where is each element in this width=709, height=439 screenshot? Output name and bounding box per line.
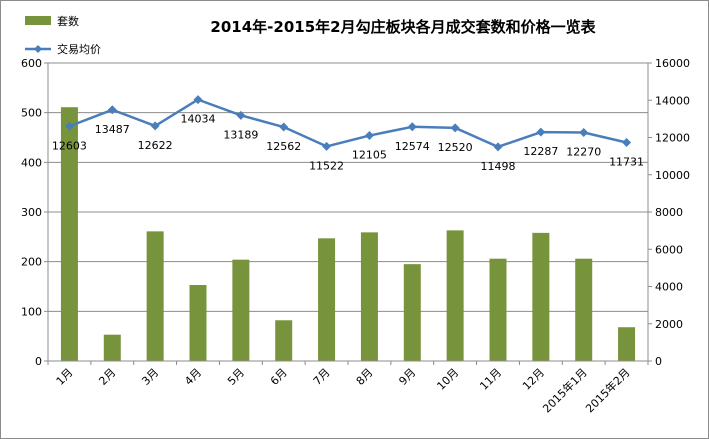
bar	[446, 230, 464, 361]
price-point	[450, 123, 460, 133]
bar	[489, 258, 507, 361]
right-tick-label: 0	[655, 355, 662, 368]
legend-label-bar: 套数	[57, 15, 79, 28]
x-tick-label: 2月	[96, 366, 118, 388]
bar	[575, 258, 593, 361]
price-point	[150, 121, 160, 131]
bar	[532, 232, 550, 361]
x-tick-label: 3月	[139, 366, 161, 388]
right-tick-label: 8000	[655, 206, 683, 219]
price-point	[536, 127, 546, 137]
price-point	[364, 131, 374, 141]
x-tick-label: 12月	[520, 366, 547, 393]
data-label: 12622	[138, 139, 173, 152]
x-tick-label: 10月	[434, 366, 461, 393]
right-tick-label: 12000	[655, 132, 690, 145]
bar	[189, 285, 207, 361]
price-line	[68, 98, 627, 149]
price-point	[279, 122, 289, 132]
right-tick-label: 4000	[655, 281, 683, 294]
x-tick-label: 11月	[477, 366, 504, 393]
right-tick-label: 16000	[655, 57, 690, 70]
price-point	[579, 127, 589, 137]
x-tick-label: 7月	[311, 366, 333, 388]
bar	[103, 334, 121, 361]
left-tick-label: 500	[21, 107, 42, 120]
left-tick-label: 300	[21, 206, 42, 219]
data-label: 12562	[266, 140, 301, 153]
price-point	[107, 105, 117, 115]
bar	[360, 232, 378, 361]
data-label: 12270	[566, 145, 601, 158]
data-label: 12603	[52, 139, 87, 152]
left-tick-label: 400	[21, 156, 42, 169]
legend-label-line: 交易均价	[57, 42, 101, 56]
bar	[146, 231, 164, 361]
price-point	[407, 122, 417, 132]
label-layer: 12603 13487 12622 14034 13189 12562 11522 12105…	[52, 113, 644, 173]
legend: 套数 交易均价	[25, 15, 101, 56]
data-label: 12105	[352, 149, 387, 162]
data-label: 11522	[309, 159, 344, 172]
right-tick-label: 14000	[655, 94, 690, 107]
price-point	[236, 110, 246, 120]
legend-swatch-marker	[34, 45, 42, 53]
x-tick-label: 2015年2月	[582, 365, 632, 415]
data-label: 11498	[481, 160, 516, 173]
left-tick-label: 0	[35, 355, 42, 368]
right-tick-label: 2000	[655, 318, 683, 331]
data-label: 12520	[438, 141, 473, 154]
data-label: 12287	[523, 145, 558, 158]
data-label: 13189	[223, 128, 258, 141]
line-layer	[64, 95, 632, 152]
x-tick-label: 2015年1月	[540, 365, 590, 415]
bar	[618, 327, 636, 361]
x-tick-label: 1月	[54, 366, 76, 388]
left-tick-label: 600	[21, 57, 42, 70]
axis-layer: 0100200300400500600020004000600080001000…	[21, 57, 690, 415]
x-tick-label: 8月	[354, 366, 376, 388]
left-tick-label: 200	[21, 256, 42, 269]
price-point	[193, 95, 203, 105]
price-point	[64, 121, 74, 131]
x-tick-label: 9月	[396, 366, 418, 388]
data-label: 13487	[95, 123, 130, 136]
price-point	[493, 142, 503, 152]
bar	[318, 238, 336, 361]
price-point	[322, 141, 332, 151]
x-tick-label: 5月	[225, 366, 247, 388]
grid-layer	[48, 62, 648, 312]
bar	[275, 320, 293, 361]
data-label: 11731	[609, 156, 644, 169]
x-tick-label: 4月	[182, 366, 204, 388]
bar	[232, 259, 250, 361]
legend-swatch-bar	[25, 16, 51, 25]
bar	[403, 264, 421, 361]
right-tick-label: 10000	[655, 169, 690, 182]
right-tick-label: 6000	[655, 243, 683, 256]
bar-layer	[60, 107, 636, 361]
x-tick-label: 6月	[268, 366, 290, 388]
chart-title: 2014年-2015年2月勾庄板块各月成交套数和价格一览表	[210, 18, 596, 36]
left-tick-label: 100	[21, 305, 42, 318]
data-label: 12574	[395, 140, 430, 153]
bar	[60, 107, 78, 361]
price-point	[622, 138, 632, 148]
data-label: 14034	[181, 113, 216, 126]
